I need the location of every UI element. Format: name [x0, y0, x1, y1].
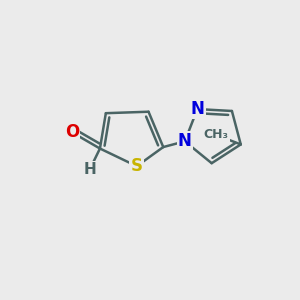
Text: CH₃: CH₃: [204, 128, 229, 141]
Text: H: H: [83, 162, 96, 177]
Text: O: O: [65, 123, 79, 141]
Text: S: S: [131, 157, 143, 175]
Text: N: N: [178, 132, 192, 150]
Text: N: N: [190, 100, 204, 118]
